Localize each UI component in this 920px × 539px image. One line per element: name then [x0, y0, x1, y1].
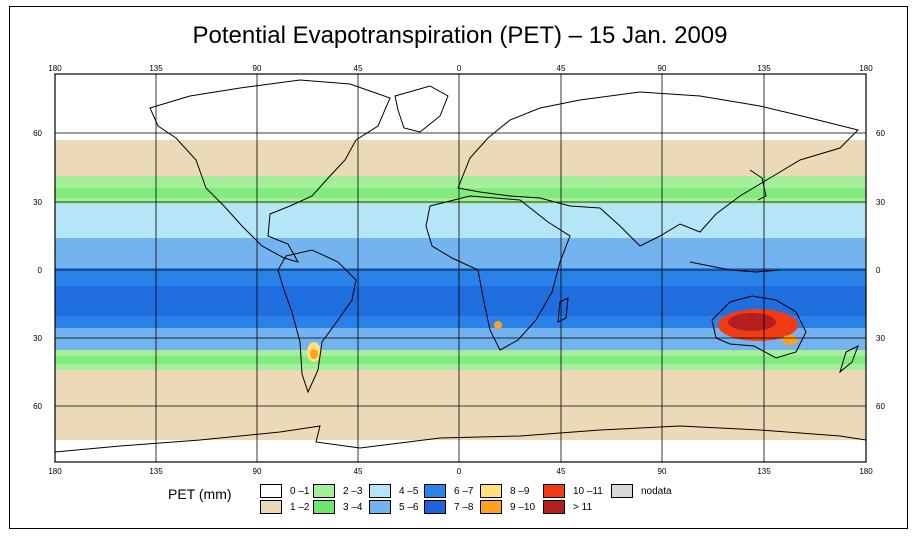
lon-top-90w: 90 [253, 64, 262, 73]
legend-swatch-9-10 [480, 500, 502, 514]
lat-labels-right: 60 30 0 30 60 [876, 129, 885, 411]
lon-bottom-90w: 90 [253, 467, 262, 476]
lon-top-180e: 180 [859, 64, 873, 73]
lon-top-180w: 180 [48, 64, 62, 73]
lon-labels-top: 180 135 90 45 0 45 90 135 180 [48, 64, 873, 73]
lon-bottom-180e: 180 [859, 467, 873, 476]
legend-swatch-2-3 [313, 484, 335, 498]
lat-left-30s: 30 [33, 334, 42, 343]
band-north-dry [55, 140, 866, 176]
legend-label-over-11: > 11 [573, 502, 592, 513]
lat-left-0: 0 [38, 266, 43, 275]
legend-swatch-over-11 [543, 500, 565, 514]
lon-bottom-180w: 180 [48, 467, 62, 476]
map-title: Potential Evapotranspiration (PET) – 15 … [192, 22, 728, 49]
lon-bottom-45e: 45 [557, 467, 566, 476]
lat-right-60s: 60 [876, 402, 885, 411]
band-south-green2 [55, 356, 866, 364]
madagascar-outline [557, 297, 569, 323]
lon-top-45w: 45 [354, 64, 363, 73]
lon-bottom-90e: 90 [658, 467, 667, 476]
legend-label-0-1: 0 –1 [290, 486, 310, 497]
lat-left-30n: 30 [33, 198, 42, 207]
pet-bands [55, 74, 866, 462]
band-arctic [55, 74, 866, 140]
greenland-outline [394, 85, 449, 133]
legend-swatch-0-1 [260, 484, 282, 498]
legend-label-3-4: 3 –4 [343, 502, 363, 513]
africa-outline [425, 195, 571, 351]
legend-label-6-7: 6 –7 [454, 486, 474, 497]
legend-title: PET (mm) [168, 486, 232, 502]
band-antarctic [55, 440, 866, 462]
lon-top-135w: 135 [149, 64, 163, 73]
legend-swatch-10-11 [543, 484, 565, 498]
lon-bottom-135e: 135 [757, 467, 771, 476]
legend-label-4-5: 4 –5 [399, 486, 419, 497]
lat-left-60n: 60 [33, 129, 42, 138]
legend-swatch-3-4 [313, 500, 335, 514]
band-tropic-core [55, 286, 866, 316]
lon-top-45e: 45 [557, 64, 566, 73]
legend-swatch-8-9 [480, 484, 502, 498]
lon-top-135e: 135 [757, 64, 771, 73]
legend-label-9-10: 9 –10 [510, 502, 536, 513]
legend-swatch-4-5 [369, 484, 391, 498]
south-america-outline [277, 249, 357, 394]
lon-labels-bottom: 180 135 90 45 0 45 90 135 180 [48, 467, 873, 476]
lat-right-0: 0 [876, 266, 881, 275]
lat-right-60n: 60 [876, 129, 885, 138]
legend-label-1-2: 1 –2 [290, 502, 310, 513]
lat-left-60s: 60 [33, 402, 42, 411]
lat-labels-left: 60 30 0 30 60 [33, 129, 42, 411]
figure-frame [9, 6, 908, 529]
legend-swatch-6-7 [424, 484, 446, 498]
antarctica-outline [54, 425, 867, 453]
band-tropic-north [55, 238, 866, 268]
band-north-subtropic [55, 204, 866, 238]
band-north-green2 [55, 188, 866, 198]
australia-outline [711, 295, 807, 359]
lon-bottom-135w: 135 [149, 467, 163, 476]
map-border [54, 73, 867, 463]
legend-swatch-nodata [611, 484, 633, 498]
legend-label-2-3: 2 –3 [343, 486, 363, 497]
hotspot-southern-africa [494, 321, 502, 329]
legend-label-8-9: 8 –9 [510, 486, 530, 497]
hotspot-argentina-core [310, 349, 318, 359]
hotspot-australia-peak [728, 313, 776, 331]
new-zealand-outline [839, 344, 859, 374]
legend-label-nodata: nodata [641, 486, 672, 497]
lon-bottom-0: 0 [457, 467, 462, 476]
lat-right-30n: 30 [876, 198, 885, 207]
hotspot-australia-edge [782, 335, 798, 345]
lon-bottom-45w: 45 [354, 467, 363, 476]
legend-label-7-8: 7 –8 [454, 502, 474, 513]
north-america-outline [149, 79, 391, 263]
legend-label-5-6: 5 –6 [399, 502, 419, 513]
lon-top-90e: 90 [658, 64, 667, 73]
lat-right-30s: 30 [876, 334, 885, 343]
continent-outlines [54, 79, 867, 453]
legend-swatch-1-2 [260, 500, 282, 514]
legend-label-10-11: 10 –11 [573, 486, 603, 497]
legend-swatch-5-6 [369, 500, 391, 514]
eurasia-outline [457, 91, 859, 247]
legend-swatch-7-8 [424, 500, 446, 514]
lon-top-0: 0 [457, 64, 462, 73]
band-south-subtropic [55, 328, 866, 350]
